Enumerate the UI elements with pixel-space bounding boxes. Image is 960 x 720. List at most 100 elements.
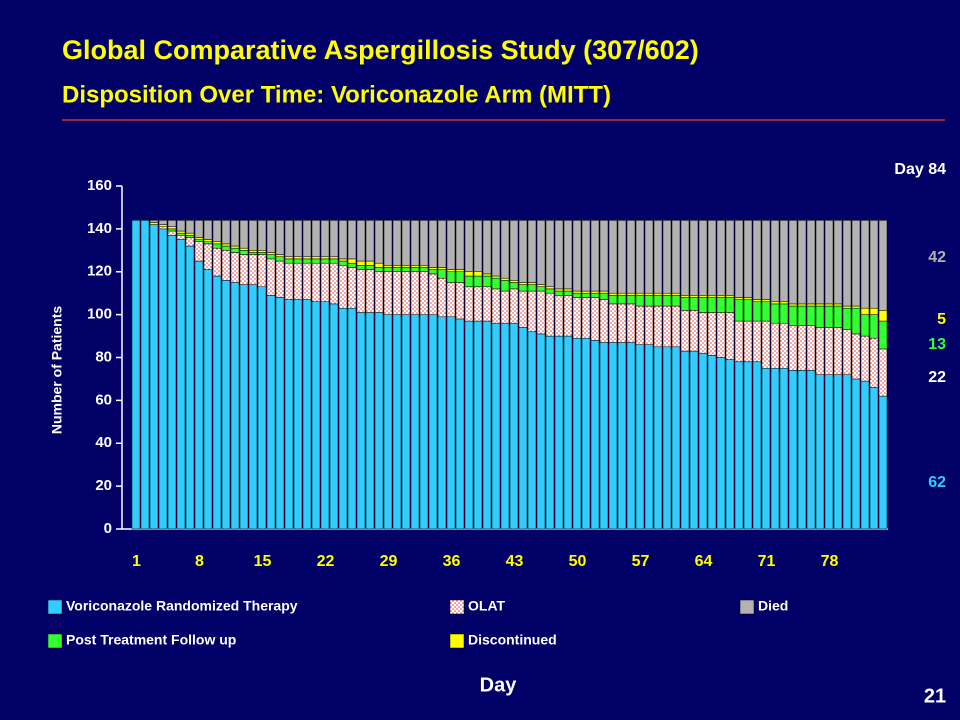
bar-segment <box>158 220 168 225</box>
bar-segment <box>446 271 456 283</box>
bar-segment <box>815 305 825 328</box>
bar-segment <box>158 226 168 230</box>
bar-segment <box>761 220 771 300</box>
bar-segment <box>230 245 240 249</box>
x-tick-label: 71 <box>758 553 776 570</box>
bar-segment <box>689 295 699 298</box>
bar-segment <box>716 312 726 358</box>
bar-segment <box>284 299 294 530</box>
bar-segment <box>599 290 609 294</box>
bar-segment <box>824 303 834 307</box>
bar-segment <box>374 267 384 272</box>
bar-segment <box>662 220 672 294</box>
bar-segment <box>383 220 393 266</box>
bar-segment <box>554 335 564 530</box>
bar-segment <box>725 295 735 298</box>
bar-segment <box>653 346 663 530</box>
bar-segment <box>320 256 330 260</box>
bar-segment <box>671 295 681 307</box>
bar-segment <box>599 342 609 530</box>
bar-segment <box>509 220 519 281</box>
bar-segment <box>302 256 312 260</box>
bar-segment <box>185 237 195 247</box>
bar-segment <box>482 286 492 322</box>
bar-segment <box>536 284 546 288</box>
bar-segment <box>275 256 285 262</box>
bar-segment <box>365 260 375 266</box>
bar-segment <box>743 320 753 363</box>
bar-segment <box>203 241 213 245</box>
bar-segment <box>185 235 195 238</box>
bar-segment <box>293 299 303 530</box>
bar-segment <box>230 252 240 283</box>
bar-segment <box>266 254 276 260</box>
bar-segment <box>869 220 879 309</box>
bar-segment <box>230 247 240 253</box>
bar-segment <box>167 230 177 236</box>
bar-segment <box>581 297 591 339</box>
bar-segment <box>446 269 456 273</box>
bar-segment <box>374 312 384 530</box>
bar-segment <box>698 352 708 530</box>
bar-segment <box>167 226 177 230</box>
bar-segment <box>347 262 357 268</box>
bar-segment <box>545 292 555 337</box>
bar-segment <box>617 220 627 294</box>
bar-segment <box>815 220 825 305</box>
bar-segment <box>221 243 231 247</box>
bar-segment <box>716 295 726 298</box>
bar-segment <box>806 303 816 307</box>
bar-segment <box>635 344 645 530</box>
bar-segment <box>662 346 672 530</box>
bar-segment <box>239 220 249 249</box>
bar-segment <box>356 269 366 313</box>
bar-segment <box>554 290 564 296</box>
bar-segment <box>248 220 258 251</box>
bar-segment <box>509 322 519 530</box>
bar-segment <box>662 295 672 307</box>
bar-segment <box>158 224 168 227</box>
bar-segment <box>500 322 510 530</box>
bar-segment <box>725 220 735 296</box>
bar-segment <box>545 220 555 288</box>
bar-segment <box>374 271 384 313</box>
bar-segment <box>473 271 483 277</box>
bar-segment <box>590 290 600 294</box>
bar-segment <box>302 220 312 257</box>
bar-segment <box>518 284 528 292</box>
bar-segment <box>761 299 771 303</box>
bar-segment <box>779 303 789 324</box>
bar-segment <box>455 220 465 270</box>
bar-segment <box>257 286 267 530</box>
chart-subtitle: Disposition Over Time: Voriconazole Arm … <box>62 81 611 108</box>
bar-segment <box>509 288 519 324</box>
bar-segment <box>131 220 141 530</box>
bar-segment <box>761 367 771 530</box>
bar-segment <box>302 258 312 264</box>
bar-segment <box>338 265 348 309</box>
y-tick-label: 100 <box>87 306 112 323</box>
bar-segment <box>617 303 627 343</box>
bar-segment <box>437 277 447 318</box>
bar-segment <box>590 340 600 530</box>
bar-segment <box>644 295 654 307</box>
bar-segment <box>869 307 879 315</box>
bar-segment <box>626 295 636 305</box>
bar-segment <box>545 335 555 530</box>
bar-segment <box>473 275 483 288</box>
bar-segment <box>329 262 339 305</box>
bar-segment <box>518 220 528 283</box>
bar-segment <box>167 235 177 530</box>
bar-segment <box>860 380 870 530</box>
y-tick-label: 80 <box>95 348 112 365</box>
bar-segment <box>680 297 690 311</box>
annotation: Day 84 <box>894 161 946 178</box>
bar-segment <box>563 220 573 290</box>
bar-segment <box>185 232 195 236</box>
bar-segment <box>725 312 735 360</box>
bar-segment <box>536 290 546 335</box>
bar-segment <box>500 277 510 281</box>
bar-segment <box>374 262 384 268</box>
bar-segment <box>194 239 204 242</box>
